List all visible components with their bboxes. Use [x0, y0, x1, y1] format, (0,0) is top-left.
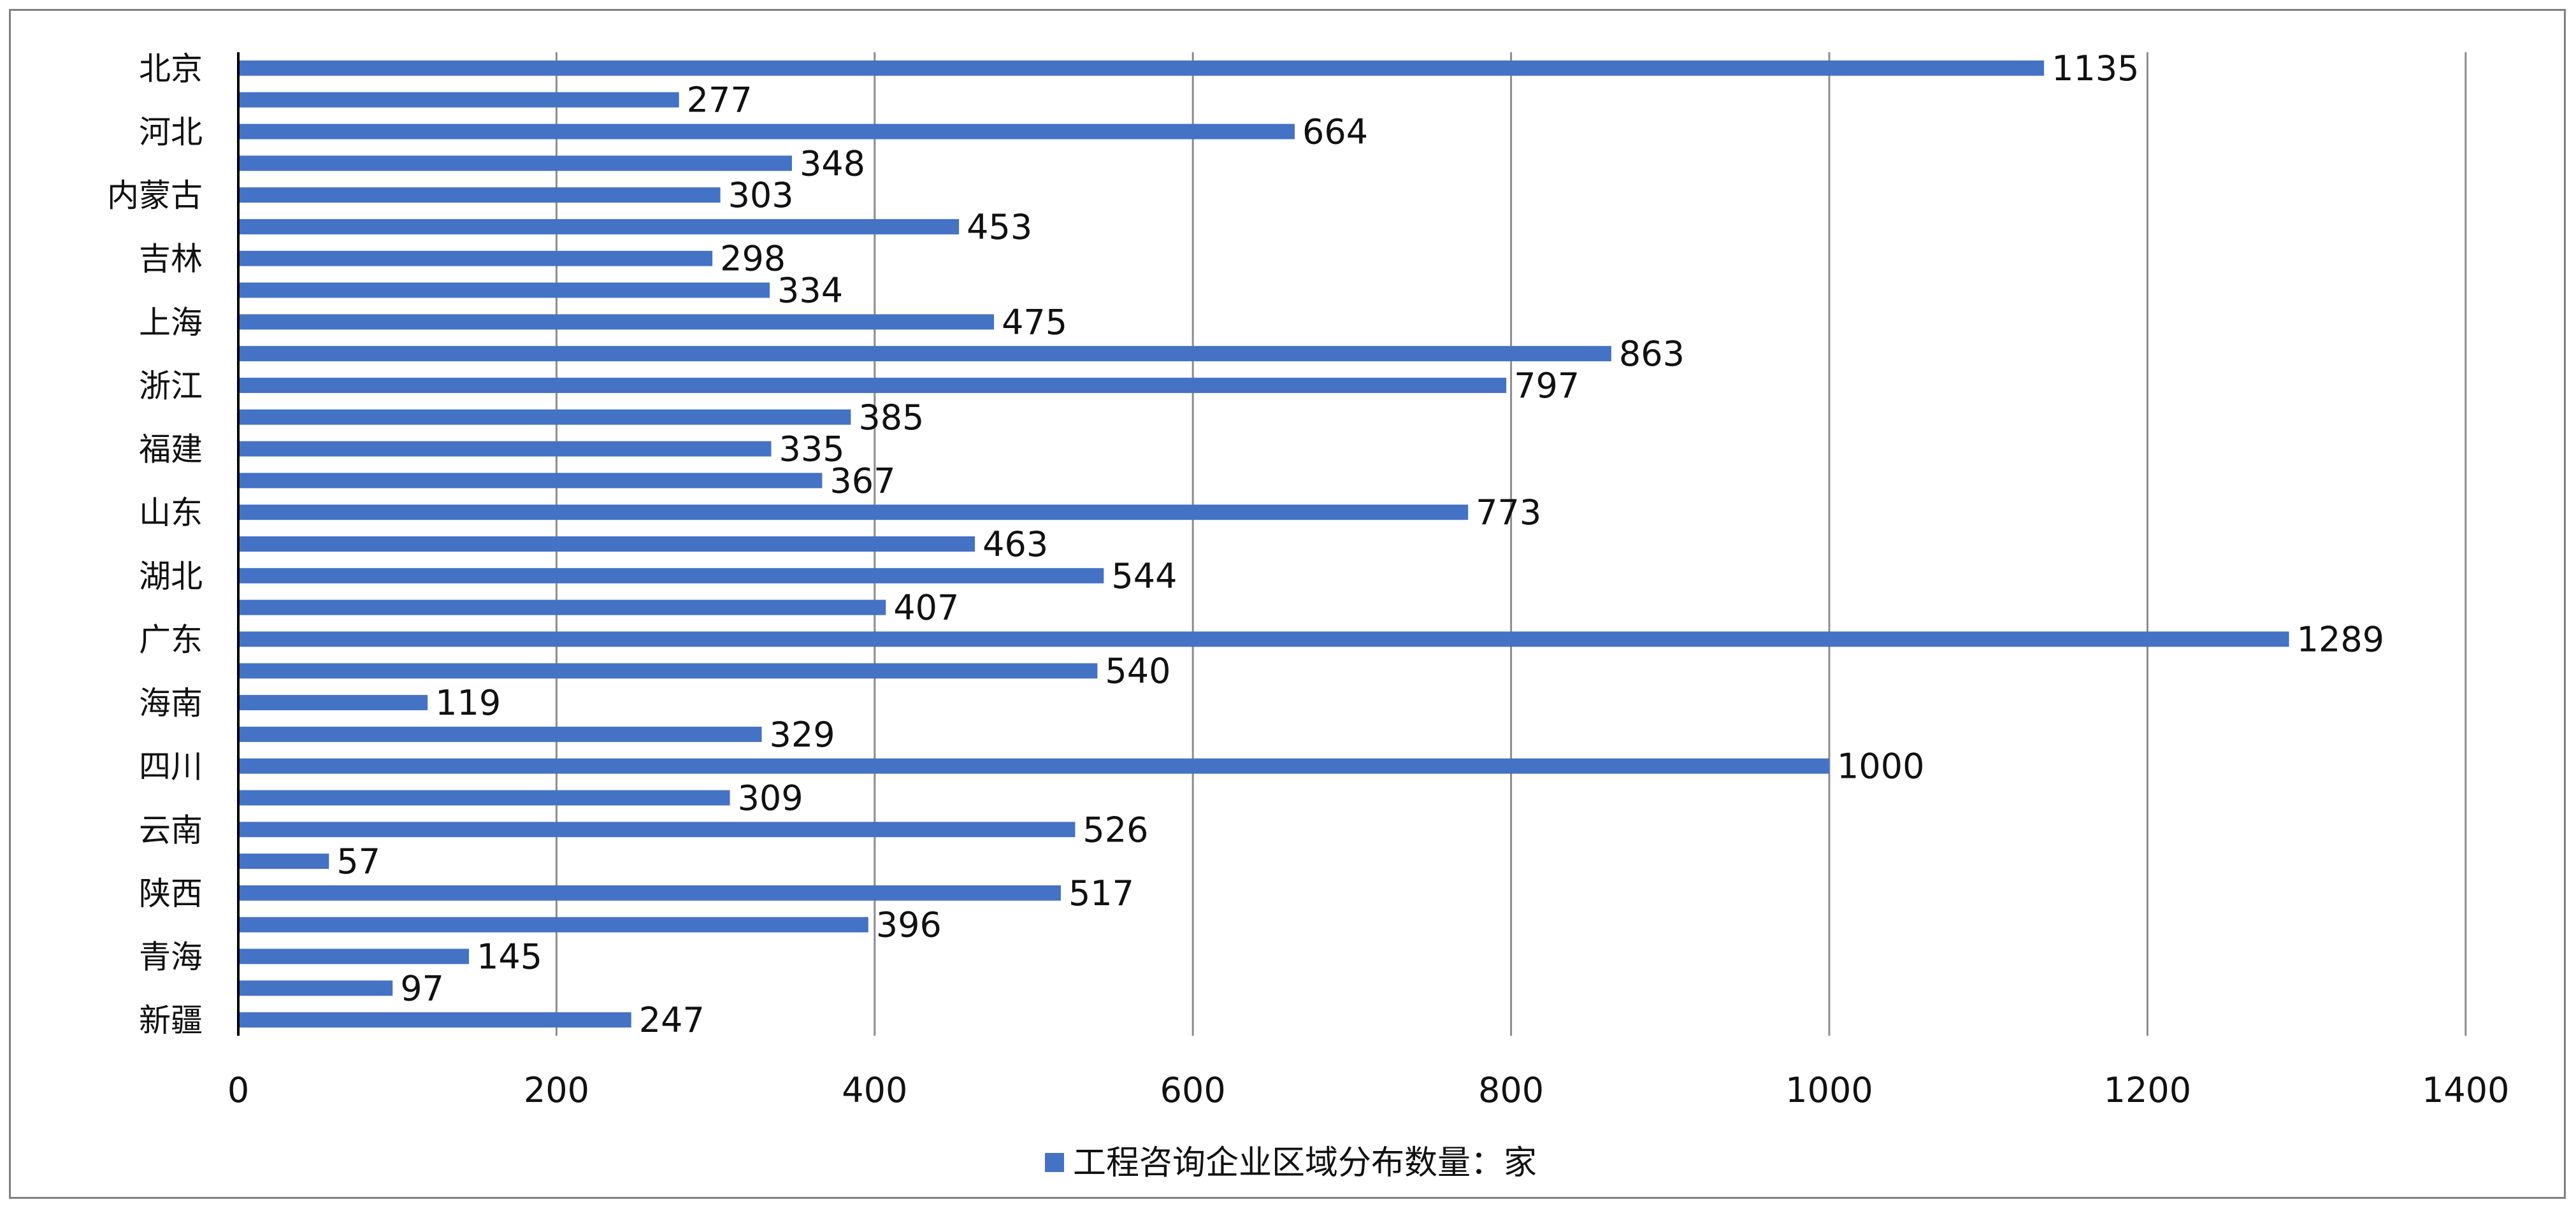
- value-label: 463: [982, 524, 1048, 564]
- value-label: 277: [687, 80, 752, 120]
- x-tick-label: 800: [1478, 1070, 1544, 1110]
- value-label: 247: [639, 1000, 705, 1040]
- category-label: 北京: [139, 50, 203, 87]
- x-tick-label: 400: [842, 1070, 907, 1110]
- bar[interactable]: [238, 1012, 631, 1028]
- value-label: 475: [1002, 302, 1067, 342]
- bar[interactable]: [238, 60, 2045, 76]
- bar[interactable]: [238, 885, 1061, 901]
- bar[interactable]: [238, 599, 886, 615]
- bar[interactable]: [238, 631, 2289, 647]
- bar[interactable]: [238, 187, 721, 203]
- value-label: 540: [1105, 651, 1170, 691]
- value-label: 664: [1302, 112, 1368, 152]
- category-label: 福建: [139, 431, 203, 468]
- category-label: 上海: [139, 304, 203, 341]
- bar[interactable]: [238, 695, 428, 711]
- category-label: 四川: [139, 748, 203, 785]
- value-label: 334: [777, 271, 843, 311]
- bar[interactable]: [238, 92, 679, 108]
- bar[interactable]: [238, 568, 1104, 583]
- bar[interactable]: [238, 409, 851, 425]
- value-label: 348: [800, 143, 865, 183]
- legend[interactable]: 工程咨询企业区域分布数量：家: [1045, 1144, 1537, 1182]
- value-label: 526: [1083, 810, 1148, 850]
- bar[interactable]: [238, 790, 730, 806]
- value-label: 309: [738, 778, 803, 818]
- bar[interactable]: [238, 917, 868, 933]
- bar[interactable]: [238, 282, 770, 298]
- x-tick-label: 600: [1160, 1070, 1226, 1110]
- bar[interactable]: [238, 536, 975, 552]
- value-label: 1289: [2297, 619, 2384, 659]
- value-label: 773: [1476, 492, 1541, 533]
- bar[interactable]: [238, 948, 470, 964]
- bar[interactable]: [238, 726, 762, 742]
- bar[interactable]: [238, 473, 823, 489]
- category-label: 新疆: [139, 1002, 203, 1039]
- value-label: 145: [477, 936, 542, 976]
- value-label: 863: [1619, 334, 1685, 374]
- value-label: 453: [967, 207, 1032, 247]
- value-label: 407: [893, 588, 959, 628]
- bars: [238, 60, 2289, 1028]
- category-label: 湖北: [139, 558, 203, 595]
- bar[interactable]: [238, 346, 1611, 362]
- x-tick-label: 0: [227, 1070, 249, 1110]
- value-label: 1000: [1837, 747, 1924, 787]
- bar[interactable]: [238, 758, 1829, 774]
- value-label: 335: [779, 429, 844, 469]
- value-label: 544: [1111, 556, 1177, 596]
- value-label: 119: [435, 683, 501, 723]
- value-label: 797: [1514, 366, 1579, 406]
- category-label: 浙江: [139, 368, 203, 404]
- category-label: 内蒙古: [107, 177, 203, 214]
- bar[interactable]: [238, 854, 329, 869]
- bar[interactable]: [238, 441, 772, 457]
- category-label: 青海: [139, 938, 203, 975]
- value-label: 517: [1069, 873, 1134, 913]
- value-label: 385: [858, 397, 924, 438]
- x-axis-tick-labels: 0 200 400 600 800 1000 1200 1400: [227, 1070, 2510, 1110]
- bar[interactable]: [238, 822, 1076, 838]
- bar[interactable]: [238, 124, 1295, 140]
- x-tick-label: 1000: [1785, 1070, 1873, 1110]
- value-label: 298: [720, 239, 786, 279]
- bar[interactable]: [238, 218, 960, 234]
- bar[interactable]: [238, 250, 713, 266]
- value-label: 1135: [2052, 48, 2139, 89]
- value-label: 367: [830, 461, 895, 501]
- value-label: 329: [770, 715, 835, 755]
- bar[interactable]: [238, 504, 1469, 520]
- category-label: 海南: [139, 685, 203, 722]
- category-label: 广东: [139, 621, 203, 658]
- category-label: 山东: [139, 494, 203, 531]
- bar[interactable]: [238, 980, 393, 996]
- x-tick-label: 1400: [2422, 1070, 2509, 1110]
- value-label: 97: [400, 968, 444, 1008]
- bar[interactable]: [238, 663, 1098, 679]
- bar[interactable]: [238, 314, 995, 330]
- gridlines: [555, 52, 2467, 1036]
- x-tick-label: 1200: [2104, 1070, 2191, 1110]
- value-label: 303: [728, 175, 794, 215]
- bar[interactable]: [238, 377, 1507, 393]
- legend-label: 工程咨询企业区域分布数量：家: [1073, 1144, 1537, 1182]
- category-label: 河北: [139, 114, 203, 151]
- category-label: 吉林: [139, 241, 203, 278]
- bar[interactable]: [238, 155, 792, 171]
- x-tick-label: 200: [524, 1070, 589, 1110]
- value-label: 57: [336, 841, 380, 882]
- legend-swatch: [1045, 1153, 1064, 1172]
- value-label: 396: [876, 905, 942, 945]
- category-label: 陕西: [139, 875, 203, 912]
- category-label: 云南: [139, 812, 203, 848]
